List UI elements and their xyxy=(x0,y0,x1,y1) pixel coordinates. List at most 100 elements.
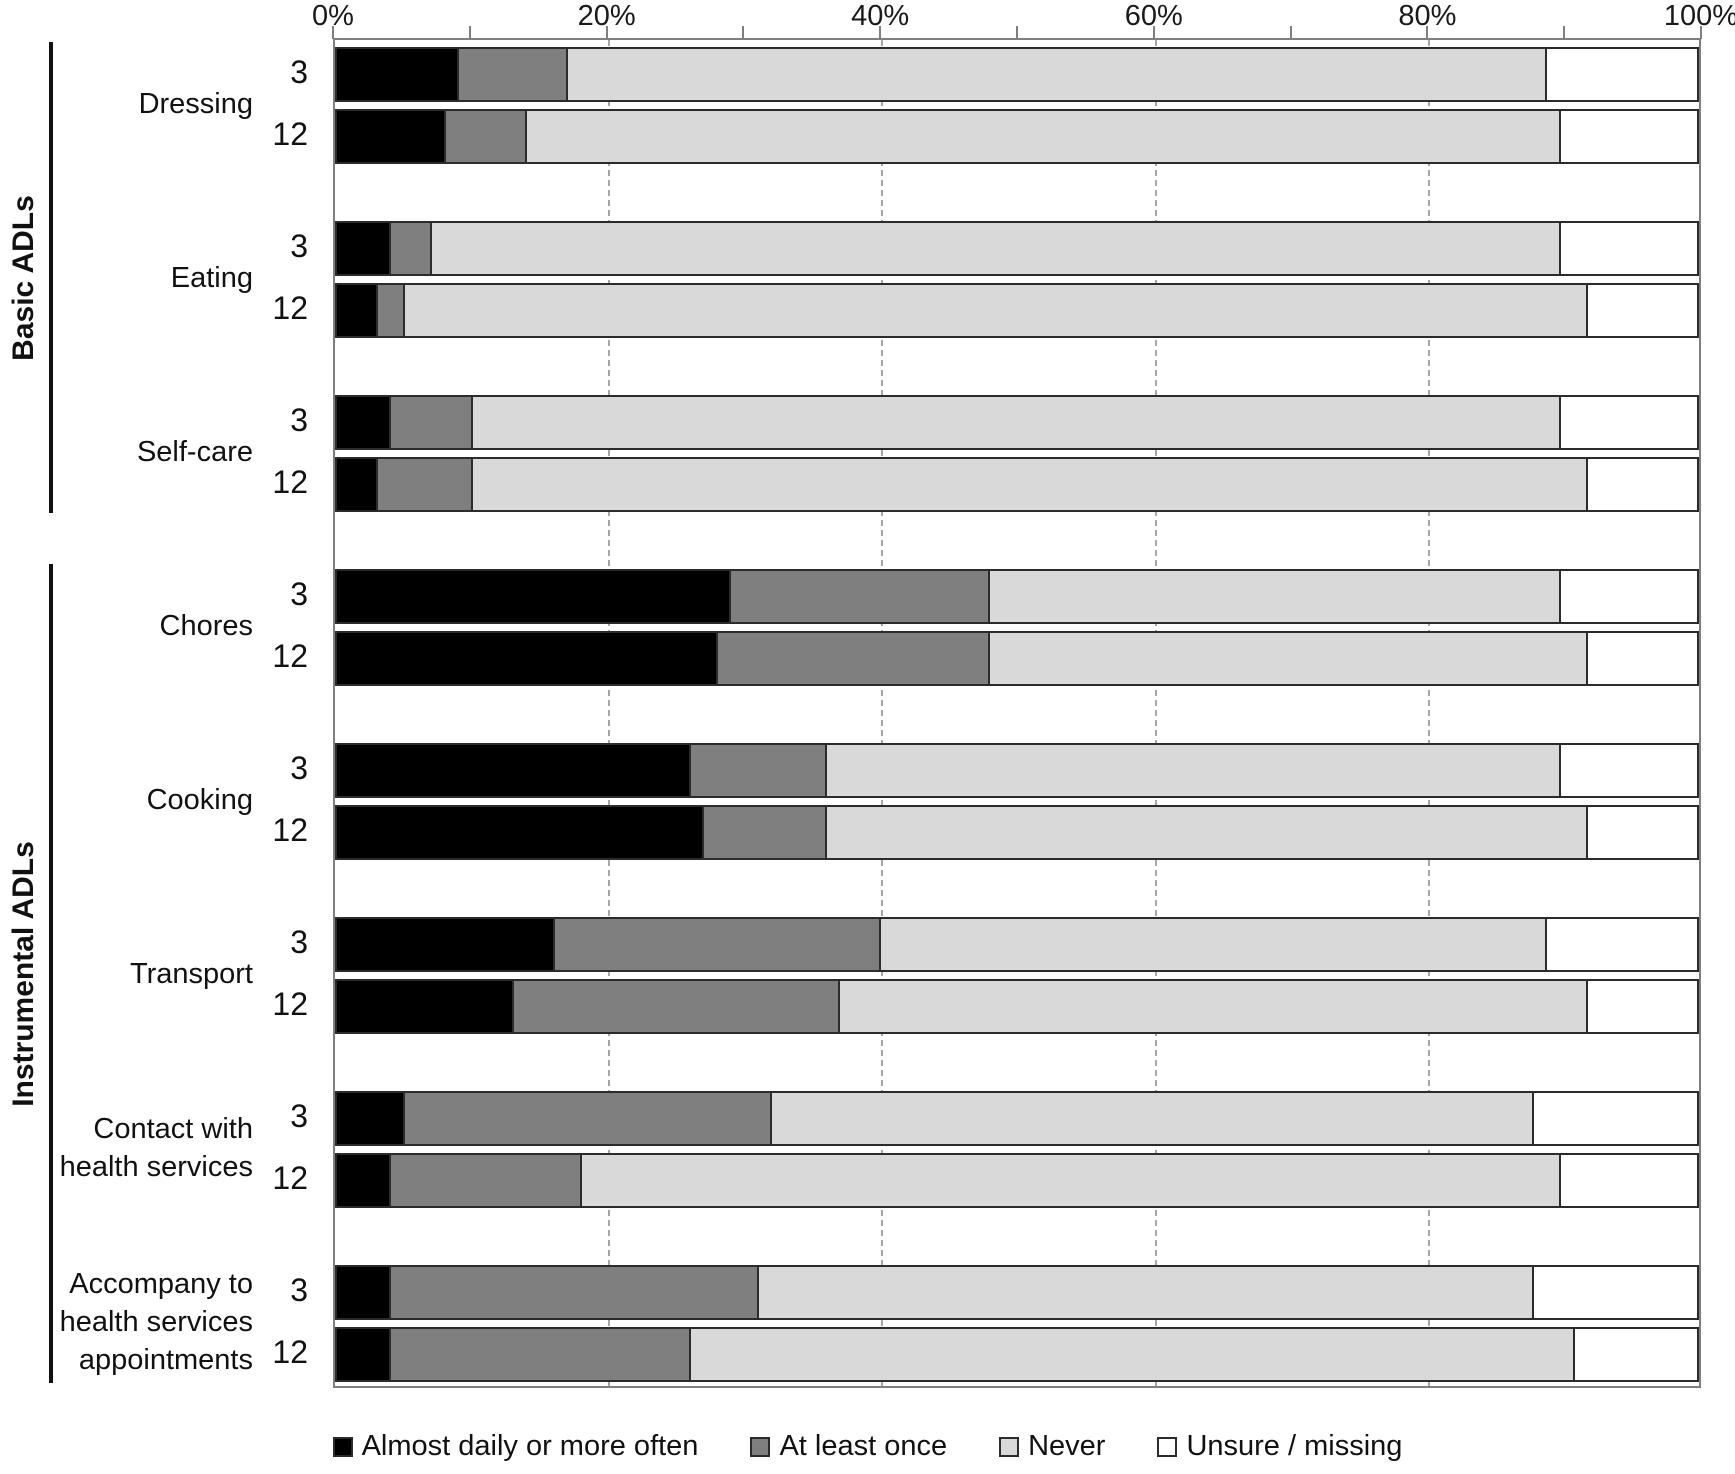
legend-label: At least once xyxy=(779,1430,948,1462)
bar-segment-almost-daily xyxy=(337,919,555,970)
bar-segment-at-least-once xyxy=(391,1329,691,1380)
legend: Almost daily or more often At least once N… xyxy=(0,1430,1735,1463)
category-label: Contact with health services xyxy=(0,1110,253,1186)
bar-segment-at-least-once xyxy=(391,1155,582,1206)
bar-segment-never xyxy=(432,223,1561,274)
bar-segment-almost-daily xyxy=(337,1155,392,1206)
bar-segment-unsure-missing xyxy=(1560,223,1697,274)
category-label-line: Eating xyxy=(170,261,253,294)
bar-segment-unsure-missing xyxy=(1588,633,1697,684)
bar-eating-3 xyxy=(335,221,1699,276)
bar-segment-unsure-missing xyxy=(1588,807,1697,858)
bar-segment-at-least-once xyxy=(405,1093,773,1144)
legend-item: Never xyxy=(999,1430,1105,1463)
category-label-line: Dressing xyxy=(138,87,253,120)
bar-segment-never xyxy=(527,111,1561,162)
legend-swatch xyxy=(750,1436,771,1457)
legend-item: Almost daily or more often xyxy=(332,1430,699,1463)
category-label-line: Self-care xyxy=(136,435,253,468)
category-label-line: Accompany to xyxy=(69,1267,253,1300)
bar-segment-never xyxy=(826,745,1561,796)
row-time-label: 3 xyxy=(290,401,308,438)
bar-segment-unsure-missing xyxy=(1574,1329,1697,1380)
bar-segment-never xyxy=(758,1267,1534,1318)
row-time-label: 3 xyxy=(290,923,308,960)
bar-segment-never xyxy=(840,981,1589,1032)
bar-transport-3 xyxy=(335,917,1699,972)
bar-self-care-12 xyxy=(335,457,1699,512)
x-axis-tick-mark xyxy=(1563,26,1566,39)
bar-transport-12 xyxy=(335,979,1699,1034)
bar-cooking-12 xyxy=(335,805,1699,860)
bar-segment-almost-daily xyxy=(337,571,732,622)
bar-segment-almost-daily xyxy=(337,1329,392,1380)
bar-segment-unsure-missing xyxy=(1560,1155,1697,1206)
category-label-line: Chores xyxy=(159,609,254,642)
bar-chores-12 xyxy=(335,631,1699,686)
legend-label: Never xyxy=(1028,1430,1106,1462)
x-axis-tick-mark xyxy=(1016,26,1018,39)
bar-segment-at-least-once xyxy=(554,919,881,970)
category-label: Transport xyxy=(0,955,253,993)
row-time-label: 12 xyxy=(272,811,308,848)
category-label-line: health services xyxy=(59,1150,253,1183)
bar-segment-at-least-once xyxy=(377,459,473,510)
bar-segment-never xyxy=(772,1093,1534,1144)
bar-segment-almost-daily xyxy=(337,397,392,448)
bar-segment-unsure-missing xyxy=(1588,285,1697,336)
bar-self-care-3 xyxy=(335,395,1699,450)
bar-segment-never xyxy=(568,49,1548,100)
bar-segment-at-least-once xyxy=(391,223,433,274)
gridline xyxy=(881,40,884,1386)
gridline xyxy=(607,40,610,1386)
bar-contact-with-health-services-3 xyxy=(335,1091,1699,1146)
legend-item: At least once xyxy=(750,1430,947,1463)
category-label-line: Cooking xyxy=(146,783,253,816)
category-label-line: Transport xyxy=(129,957,253,990)
bar-segment-unsure-missing xyxy=(1533,1093,1697,1144)
bar-segment-never xyxy=(581,1155,1561,1206)
category-label: Eating xyxy=(0,259,253,297)
legend-item: Unsure / missing xyxy=(1157,1430,1402,1463)
bar-dressing-12 xyxy=(335,109,1699,164)
x-axis-tick-mark xyxy=(742,26,745,39)
bar-segment-at-least-once xyxy=(704,807,827,858)
legend-label: Unsure / missing xyxy=(1186,1430,1403,1462)
x-axis-tick-mark xyxy=(605,26,608,39)
bar-segment-at-least-once xyxy=(690,745,827,796)
bar-segment-almost-daily xyxy=(337,981,514,1032)
bar-contact-with-health-services-12 xyxy=(335,1153,1699,1208)
bar-segment-at-least-once xyxy=(717,633,990,684)
row-time-label: 3 xyxy=(290,1097,308,1134)
x-axis-tick-mark xyxy=(1700,26,1702,39)
bar-segment-unsure-missing xyxy=(1588,981,1697,1032)
row-time-label: 3 xyxy=(290,575,308,612)
legend-swatch xyxy=(1157,1436,1178,1457)
legend-label: Almost daily or more often xyxy=(361,1430,699,1462)
bar-segment-never xyxy=(826,807,1589,858)
bar-segment-almost-daily xyxy=(337,745,691,796)
bar-segment-unsure-missing xyxy=(1560,571,1697,622)
bar-segment-unsure-missing xyxy=(1533,1267,1697,1318)
x-axis-tick-mark xyxy=(1152,26,1155,39)
category-label: Accompany to health services appointments xyxy=(0,1265,253,1379)
category-label: Chores xyxy=(0,607,254,645)
bar-segment-unsure-missing xyxy=(1547,919,1697,970)
bar-accompany-to-health-services-appointments-3 xyxy=(335,1265,1699,1320)
bar-segment-never xyxy=(690,1329,1575,1380)
bar-segment-almost-daily xyxy=(337,49,460,100)
bar-segment-at-least-once xyxy=(459,49,569,100)
bar-segment-never xyxy=(880,919,1548,970)
legend-swatch xyxy=(999,1436,1020,1457)
bar-segment-never xyxy=(989,571,1561,622)
row-time-label: 12 xyxy=(272,1333,308,1370)
bar-segment-never xyxy=(989,633,1589,684)
x-axis-tick-mark xyxy=(332,26,334,39)
plot-area xyxy=(333,38,1701,1388)
bar-segment-unsure-missing xyxy=(1560,111,1697,162)
row-time-label: 12 xyxy=(272,637,308,674)
row-time-label: 12 xyxy=(272,985,308,1022)
bar-segment-at-least-once xyxy=(445,111,528,162)
bar-segment-unsure-missing xyxy=(1560,745,1697,796)
